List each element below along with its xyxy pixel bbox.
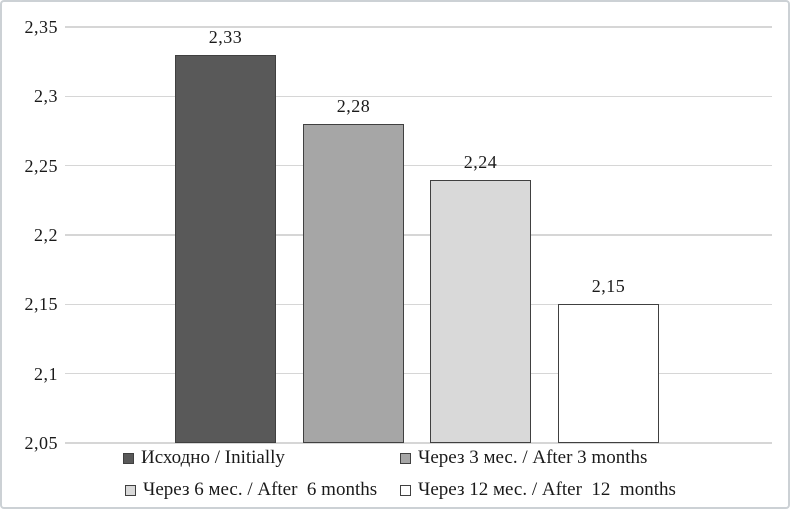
legend-item: Исходно / Initially (123, 446, 285, 470)
gridline (65, 26, 772, 28)
y-axis-tick-label: 2,1 (34, 363, 58, 384)
legend-item: Через 3 мес. / After 3 months (400, 446, 647, 470)
legend-item-label: Через 3 мес. / After 3 months (418, 447, 648, 468)
bar (303, 124, 404, 443)
legend-marker-swatch (125, 484, 136, 496)
y-axis-tick-label: 2,3 (34, 86, 58, 107)
gridline (65, 303, 772, 306)
gridline (65, 95, 772, 98)
legend-item-label: Исходно / Initially (141, 447, 285, 468)
bar-value-label: 2,28 (336, 96, 371, 117)
bar (430, 179, 531, 443)
gridline (65, 372, 772, 375)
legend-marker-swatch (400, 452, 411, 464)
bar (175, 54, 276, 443)
legend-item: Через 6 мес. / After 6 months (125, 478, 377, 502)
legend-marker-swatch (400, 484, 411, 496)
y-axis-tick-label: 2,15 (24, 294, 58, 315)
legend-item: Через 12 мес. / After 12 months (400, 478, 676, 502)
y-axis-tick-label: 2,25 (24, 155, 58, 176)
bar (558, 304, 659, 443)
legend-marker-swatch (123, 452, 134, 464)
bar-value-label: 2,15 (591, 276, 626, 297)
bar-value-label: 2,33 (208, 26, 243, 47)
y-axis-tick-label: 2,35 (24, 17, 58, 37)
legend-item-label: Через 6 мес. / After 6 months (143, 479, 378, 500)
legend-item-label: Через 12 мес. / After 12 months (418, 479, 676, 500)
y-axis-tick-label: 2,05 (24, 433, 58, 453)
bar-value-label: 2,24 (463, 151, 498, 172)
gridline (65, 164, 772, 167)
y-axis-tick-label: 2,2 (34, 225, 58, 245)
gridline (65, 442, 772, 444)
gridline (65, 234, 772, 236)
